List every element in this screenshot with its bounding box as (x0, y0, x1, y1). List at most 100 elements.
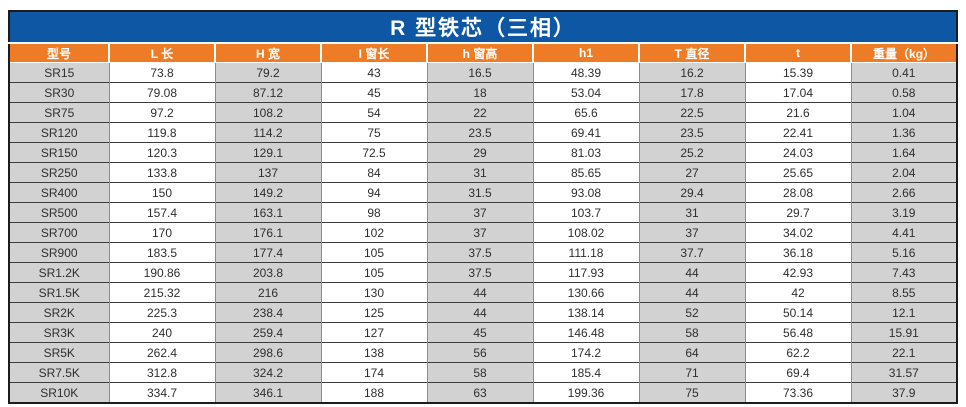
value-cell: 44 (638, 262, 745, 283)
value-cell: 324.2 (214, 362, 321, 383)
value-cell: 0.58 (850, 82, 958, 103)
value-cell: 75 (638, 382, 745, 403)
value-cell: 22.5 (638, 102, 745, 123)
value-cell: 125 (320, 302, 427, 323)
value-cell: 84 (320, 162, 427, 183)
model-cell: SR2K (9, 302, 109, 323)
value-cell: 29.7 (744, 202, 851, 223)
value-cell: 52 (638, 302, 745, 323)
value-cell: 42.93 (744, 262, 851, 283)
value-cell: 37.5 (426, 262, 533, 283)
value-cell: 69.4 (744, 362, 851, 383)
value-cell: 216 (214, 282, 321, 303)
value-cell: 15.39 (744, 62, 851, 83)
table-row: SR120 119.8 114.2 75 23.5 69.41 23.5 22.41 1.36 (9, 122, 958, 143)
value-cell: 199.36 (532, 382, 639, 403)
table-row: SR10K 334.7 346.1 188 63 199.36 75 73.36 37.9 (9, 382, 958, 403)
model-cell: SR120 (9, 122, 109, 143)
value-cell: 62.2 (744, 342, 851, 363)
value-cell: 225.3 (108, 302, 215, 323)
value-cell: 71 (638, 362, 745, 383)
value-cell: 23.5 (426, 122, 533, 143)
value-cell: 79.08 (108, 82, 215, 103)
table-row: SR1.2K 190.86 203.8 105 37.5 117.93 44 42.93 7.4… (9, 262, 958, 283)
value-cell: 85.65 (532, 162, 639, 183)
value-cell: 137 (214, 162, 321, 183)
model-cell: SR250 (9, 162, 109, 183)
value-cell: 44 (426, 282, 533, 303)
model-cell: SR900 (9, 242, 109, 263)
column-header-3: I 窗长 (320, 43, 427, 63)
table-row: SR2K 225.3 238.4 125 44 138.14 52 50.14 12.1 (9, 302, 958, 323)
value-cell: 149.2 (214, 182, 321, 203)
value-cell: 3.19 (850, 202, 958, 223)
value-cell: 16.5 (426, 62, 533, 83)
value-cell: 17.8 (638, 82, 745, 103)
value-cell: 138.14 (532, 302, 639, 323)
value-cell: 133.8 (108, 162, 215, 183)
value-cell: 12.1 (850, 302, 958, 323)
table-row: SR3K 240 259.4 127 45 146.48 58 56.48 15.91 (9, 322, 958, 343)
value-cell: 37 (426, 222, 533, 243)
model-cell: SR10K (9, 382, 109, 403)
value-cell: 157.4 (108, 202, 215, 223)
value-cell: 63 (426, 382, 533, 403)
model-cell: SR700 (9, 222, 109, 243)
value-cell: 2.04 (850, 162, 958, 183)
value-cell: 105 (320, 242, 427, 263)
model-cell: SR150 (9, 142, 109, 163)
value-cell: 44 (426, 302, 533, 323)
value-cell: 108.02 (532, 222, 639, 243)
value-cell: 25.65 (744, 162, 851, 183)
value-cell: 130 (320, 282, 427, 303)
value-cell: 56.48 (744, 322, 851, 343)
value-cell: 43 (320, 62, 427, 83)
title-row: R 型铁芯（三相） (9, 11, 958, 44)
model-cell: SR7.5K (9, 362, 109, 383)
value-cell: 174 (320, 362, 427, 383)
value-cell: 185.4 (532, 362, 639, 383)
table-row: SR400 150 149.2 94 31.5 93.08 29.4 28.08 2.66 (9, 182, 958, 203)
table-row: SR150 120.3 129.1 72.5 29 81.03 25.2 24.03 1.64 (9, 142, 958, 163)
value-cell: 24.03 (744, 142, 851, 163)
value-cell: 312.8 (108, 362, 215, 383)
value-cell: 127 (320, 322, 427, 343)
value-cell: 1.04 (850, 102, 958, 123)
column-header-8: 重量（kg） (849, 43, 958, 63)
value-cell: 42 (744, 282, 851, 303)
value-cell: 31 (638, 202, 745, 223)
value-cell: 177.4 (214, 242, 321, 263)
value-cell: 29 (426, 142, 533, 163)
value-cell: 203.8 (214, 262, 321, 283)
value-cell: 21.6 (744, 102, 851, 123)
value-cell: 31.57 (850, 362, 958, 383)
value-cell: 72.5 (320, 142, 427, 163)
value-cell: 34.02 (744, 222, 851, 243)
value-cell: 69.41 (532, 122, 639, 143)
value-cell: 15.91 (850, 322, 958, 343)
value-cell: 16.2 (638, 62, 745, 83)
value-cell: 170 (108, 222, 215, 243)
value-cell: 37.9 (850, 382, 958, 403)
value-cell: 81.03 (532, 142, 639, 163)
value-cell: 37 (638, 222, 745, 243)
value-cell: 7.43 (850, 262, 958, 283)
column-header-4: h 窗高 (426, 43, 533, 63)
value-cell: 65.6 (532, 102, 639, 123)
value-cell: 45 (426, 322, 533, 343)
model-cell: SR1.2K (9, 262, 109, 283)
value-cell: 262.4 (108, 342, 215, 363)
value-cell: 22 (426, 102, 533, 123)
table-body: SR15 73.8 79.2 43 16.5 48.39 16.2 15.39 0.41 SR30… (9, 62, 958, 403)
table-row: SR75 97.2 108.2 54 22 65.6 22.5 21.6 1.04 (9, 102, 958, 123)
value-cell: 188 (320, 382, 427, 403)
value-cell: 129.1 (214, 142, 321, 163)
value-cell: 53.04 (532, 82, 639, 103)
model-cell: SR500 (9, 202, 109, 223)
column-header-6: T 直径 (638, 43, 745, 63)
column-header-7: t (744, 43, 851, 63)
value-cell: 238.4 (214, 302, 321, 323)
column-header-5: h1 (532, 43, 639, 63)
